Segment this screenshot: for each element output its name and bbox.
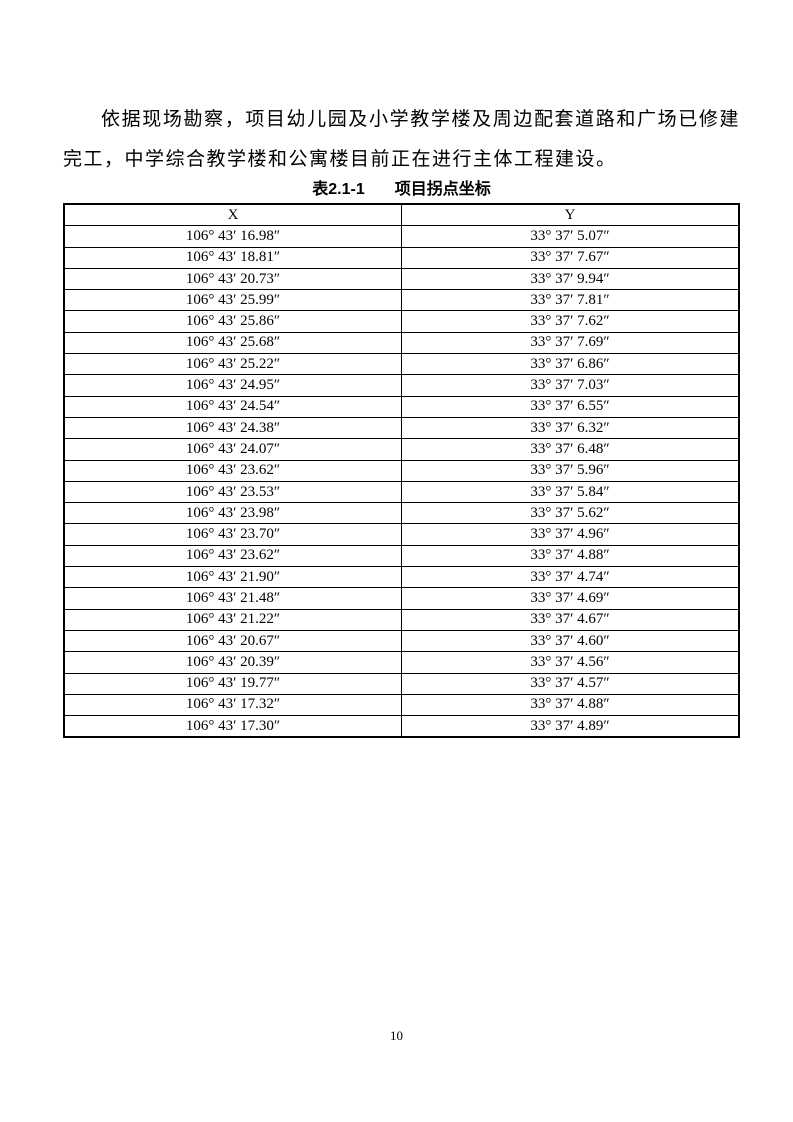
x-coordinate-cell: 106° 43′ 25.86″ [63,310,402,333]
column-header-x: X [63,203,402,227]
coordinate-row: 106° 43′ 25.86″ 33° 37′ 7.62″ [63,310,740,333]
x-coordinate-cell: 106° 43′ 25.99″ [63,289,402,312]
x-coordinate-cell: 106° 43′ 24.38″ [63,416,402,440]
table-caption: 表2.1-1 项目拐点坐标 [63,180,740,200]
x-coordinate-cell: 106° 43′ 17.32″ [63,693,402,717]
y-coordinate-cell: 33° 37′ 7.62″ [401,310,740,333]
y-coordinate-cell: 33° 37′ 4.60″ [401,629,740,653]
coordinate-row: 106° 43′ 24.95″ 33° 37′ 7.03″ [63,374,740,397]
table-header-row: X Y [63,203,740,227]
x-coordinate-cell: 106° 43′ 23.62″ [63,459,402,482]
coordinate-row: 106° 43′ 25.68″ 33° 37′ 7.69″ [63,331,740,355]
y-coordinate-cell: 33° 37′ 4.67″ [401,608,740,631]
y-coordinate-cell: 33° 37′ 7.81″ [401,289,740,312]
x-coordinate-cell: 106° 43′ 24.54″ [63,395,402,418]
table-caption-title: 项目拐点坐标 [394,181,491,198]
y-coordinate-cell: 33° 37′ 9.94″ [401,267,740,291]
coordinate-row: 106° 43′ 16.98″ 33° 37′ 5.07″ [63,225,740,248]
coordinate-row: 106° 43′ 25.22″ 33° 37′ 6.86″ [63,353,740,376]
coordinate-row: 106° 43′ 21.22″ 33° 37′ 4.67″ [63,608,740,631]
y-coordinate-cell: 33° 37′ 4.88″ [401,693,740,717]
y-coordinate-cell: 33° 37′ 5.84″ [401,480,740,504]
coordinate-row: 106° 43′ 18.81″ 33° 37′ 7.67″ [63,246,740,269]
body-paragraph: 依据现场勘察，项目幼儿园及小学教学楼及周边配套道路和广场已修建完工，中学综合教学… [63,109,740,170]
coordinate-row: 106° 43′ 20.73″ 33° 37′ 9.94″ [63,267,740,291]
y-coordinate-cell: 33° 37′ 4.69″ [401,587,740,610]
x-coordinate-cell: 106° 43′ 23.70″ [63,523,402,546]
coordinate-row: 106° 43′ 24.07″ 33° 37′ 6.48″ [63,438,740,461]
x-coordinate-cell: 106° 43′ 19.77″ [63,672,402,695]
y-coordinate-cell: 33° 37′ 4.56″ [401,651,740,674]
page-content: 依据现场勘察，项目幼儿园及小学教学楼及周边配套道路和广场已修建完工，中学综合教学… [63,100,740,739]
coordinate-row: 106° 43′ 23.53″ 33° 37′ 5.84″ [63,480,740,504]
x-coordinate-cell: 106° 43′ 24.07″ [63,438,402,461]
y-coordinate-cell: 33° 37′ 7.67″ [401,246,740,269]
x-coordinate-cell: 106° 43′ 25.68″ [63,331,402,355]
y-coordinate-cell: 33° 37′ 4.89″ [401,715,740,738]
x-coordinate-cell: 106° 43′ 25.22″ [63,353,402,376]
coordinate-row: 106° 43′ 17.32″ 33° 37′ 4.88″ [63,693,740,717]
coordinate-table: X Y 106° 43′ 16.98″ 33° 37′ 5.07″ 106° 43′… [63,203,740,739]
x-coordinate-cell: 106° 43′ 17.30″ [63,715,402,738]
y-coordinate-cell: 33° 37′ 4.88″ [401,544,740,568]
y-coordinate-cell: 33° 37′ 5.96″ [401,459,740,482]
coordinate-row: 106° 43′ 24.54″ 33° 37′ 6.55″ [63,395,740,418]
x-coordinate-cell: 106° 43′ 23.53″ [63,480,402,504]
y-coordinate-cell: 33° 37′ 4.57″ [401,672,740,695]
y-coordinate-cell: 33° 37′ 4.74″ [401,566,740,589]
x-coordinate-cell: 106° 43′ 20.73″ [63,267,402,291]
y-coordinate-cell: 33° 37′ 6.55″ [401,395,740,418]
y-coordinate-cell: 33° 37′ 5.07″ [401,225,740,248]
coordinate-row: 106° 43′ 20.67″ 33° 37′ 4.60″ [63,629,740,653]
y-coordinate-cell: 33° 37′ 5.62″ [401,502,740,525]
y-coordinate-cell: 33° 37′ 7.03″ [401,374,740,397]
coordinate-row: 106° 43′ 19.77″ 33° 37′ 4.57″ [63,672,740,695]
coordinate-row: 106° 43′ 20.39″ 33° 37′ 4.56″ [63,651,740,674]
x-coordinate-cell: 106° 43′ 21.22″ [63,608,402,631]
x-coordinate-cell: 106° 43′ 20.39″ [63,651,402,674]
coordinate-row: 106° 43′ 23.70″ 33° 37′ 4.96″ [63,523,740,546]
x-coordinate-cell: 106° 43′ 21.48″ [63,587,402,610]
coordinate-row: 106° 43′ 23.62″ 33° 37′ 4.88″ [63,544,740,568]
x-coordinate-cell: 106° 43′ 23.98″ [63,502,402,525]
coordinate-row: 106° 43′ 21.90″ 33° 37′ 4.74″ [63,566,740,589]
coordinate-row: 106° 43′ 23.98″ 33° 37′ 5.62″ [63,502,740,525]
y-coordinate-cell: 33° 37′ 7.69″ [401,331,740,355]
x-coordinate-cell: 106° 43′ 24.95″ [63,374,402,397]
coordinate-row: 106° 43′ 23.62″ 33° 37′ 5.96″ [63,459,740,482]
coordinate-row: 106° 43′ 24.38″ 33° 37′ 6.32″ [63,416,740,440]
y-coordinate-cell: 33° 37′ 6.48″ [401,438,740,461]
x-coordinate-cell: 106° 43′ 23.62″ [63,544,402,568]
coordinate-table-body: 106° 43′ 16.98″ 33° 37′ 5.07″ 106° 43′ 18.… [63,225,740,738]
y-coordinate-cell: 33° 37′ 4.96″ [401,523,740,546]
page-number: 10 [390,1028,403,1043]
y-coordinate-cell: 33° 37′ 6.86″ [401,353,740,376]
coordinate-row: 106° 43′ 17.30″ 33° 37′ 4.89″ [63,715,740,738]
coordinate-row: 106° 43′ 21.48″ 33° 37′ 4.69″ [63,587,740,610]
x-coordinate-cell: 106° 43′ 16.98″ [63,225,402,248]
y-coordinate-cell: 33° 37′ 6.32″ [401,416,740,440]
x-coordinate-cell: 106° 43′ 18.81″ [63,246,402,269]
x-coordinate-cell: 106° 43′ 20.67″ [63,629,402,653]
x-coordinate-cell: 106° 43′ 21.90″ [63,566,402,589]
column-header-y: Y [401,203,740,227]
table-caption-number: 表2.1-1 [312,181,365,198]
coordinate-row: 106° 43′ 25.99″ 33° 37′ 7.81″ [63,289,740,312]
